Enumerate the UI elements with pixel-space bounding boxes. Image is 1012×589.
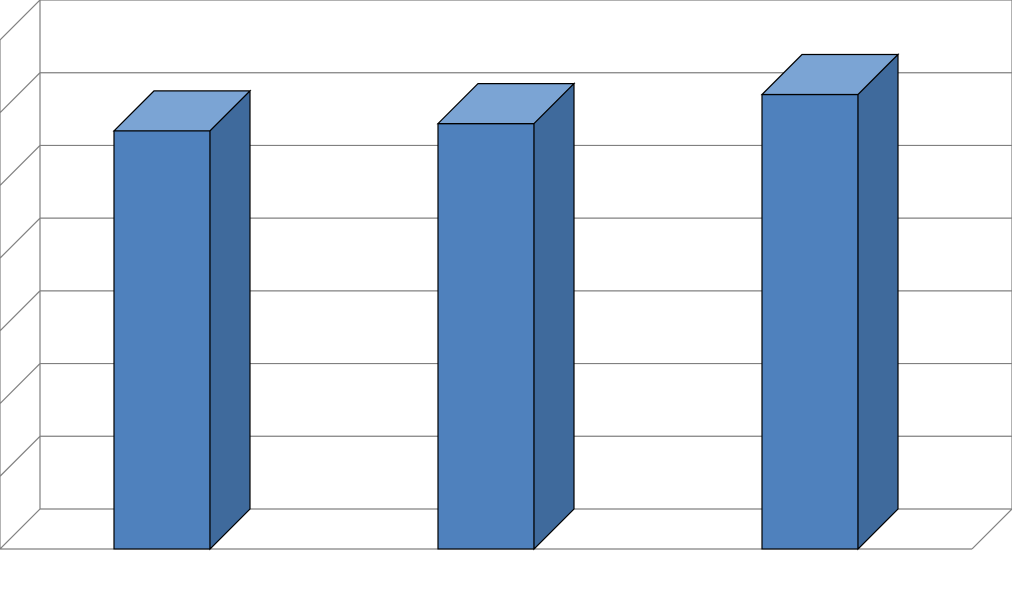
bar-side — [858, 55, 898, 549]
bar-chart-3d — [0, 0, 1012, 589]
bar-front — [438, 124, 534, 549]
bar-front — [762, 95, 858, 549]
bar-side — [534, 84, 574, 549]
bar-side — [210, 91, 250, 549]
bar-front — [114, 131, 210, 549]
